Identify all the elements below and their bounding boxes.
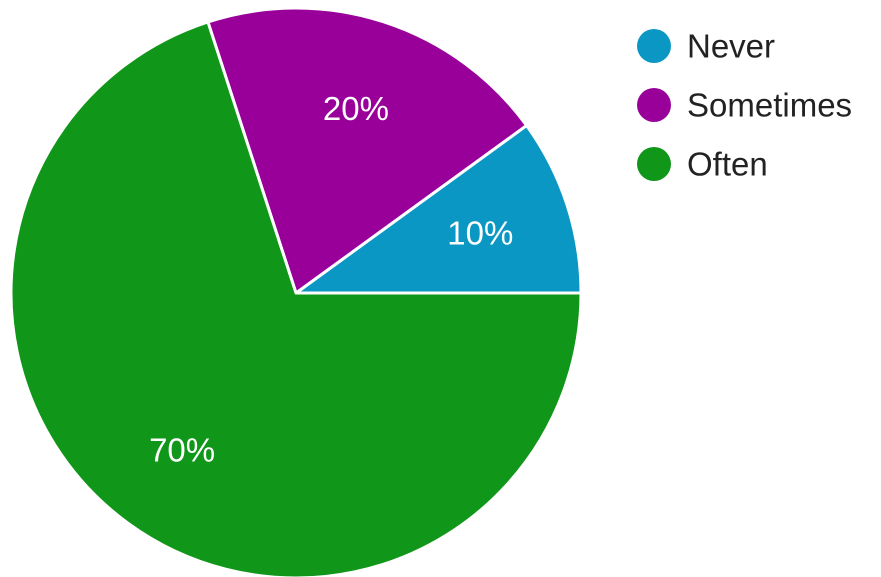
legend-marker-never [637, 29, 671, 63]
legend-label-often: Often [687, 146, 768, 183]
pie-slice-never [294, 123, 583, 295]
pie-slices [9, 6, 583, 577]
slice-label-often: 70% [149, 431, 215, 468]
slice-label-sometimes: 20% [323, 90, 389, 127]
legend-label-never: Never [687, 28, 775, 65]
legend: Never Sometimes Often [637, 28, 852, 183]
legend-marker-sometimes [637, 88, 671, 122]
pie-slice-labels: 10% 20% 70% [149, 90, 513, 468]
pie-slice-often [9, 20, 583, 577]
pie-slice-sometimes [206, 6, 529, 295]
legend-label-sometimes: Sometimes [687, 87, 852, 124]
legend-marker-often [637, 147, 671, 181]
slice-label-never: 10% [447, 215, 513, 252]
